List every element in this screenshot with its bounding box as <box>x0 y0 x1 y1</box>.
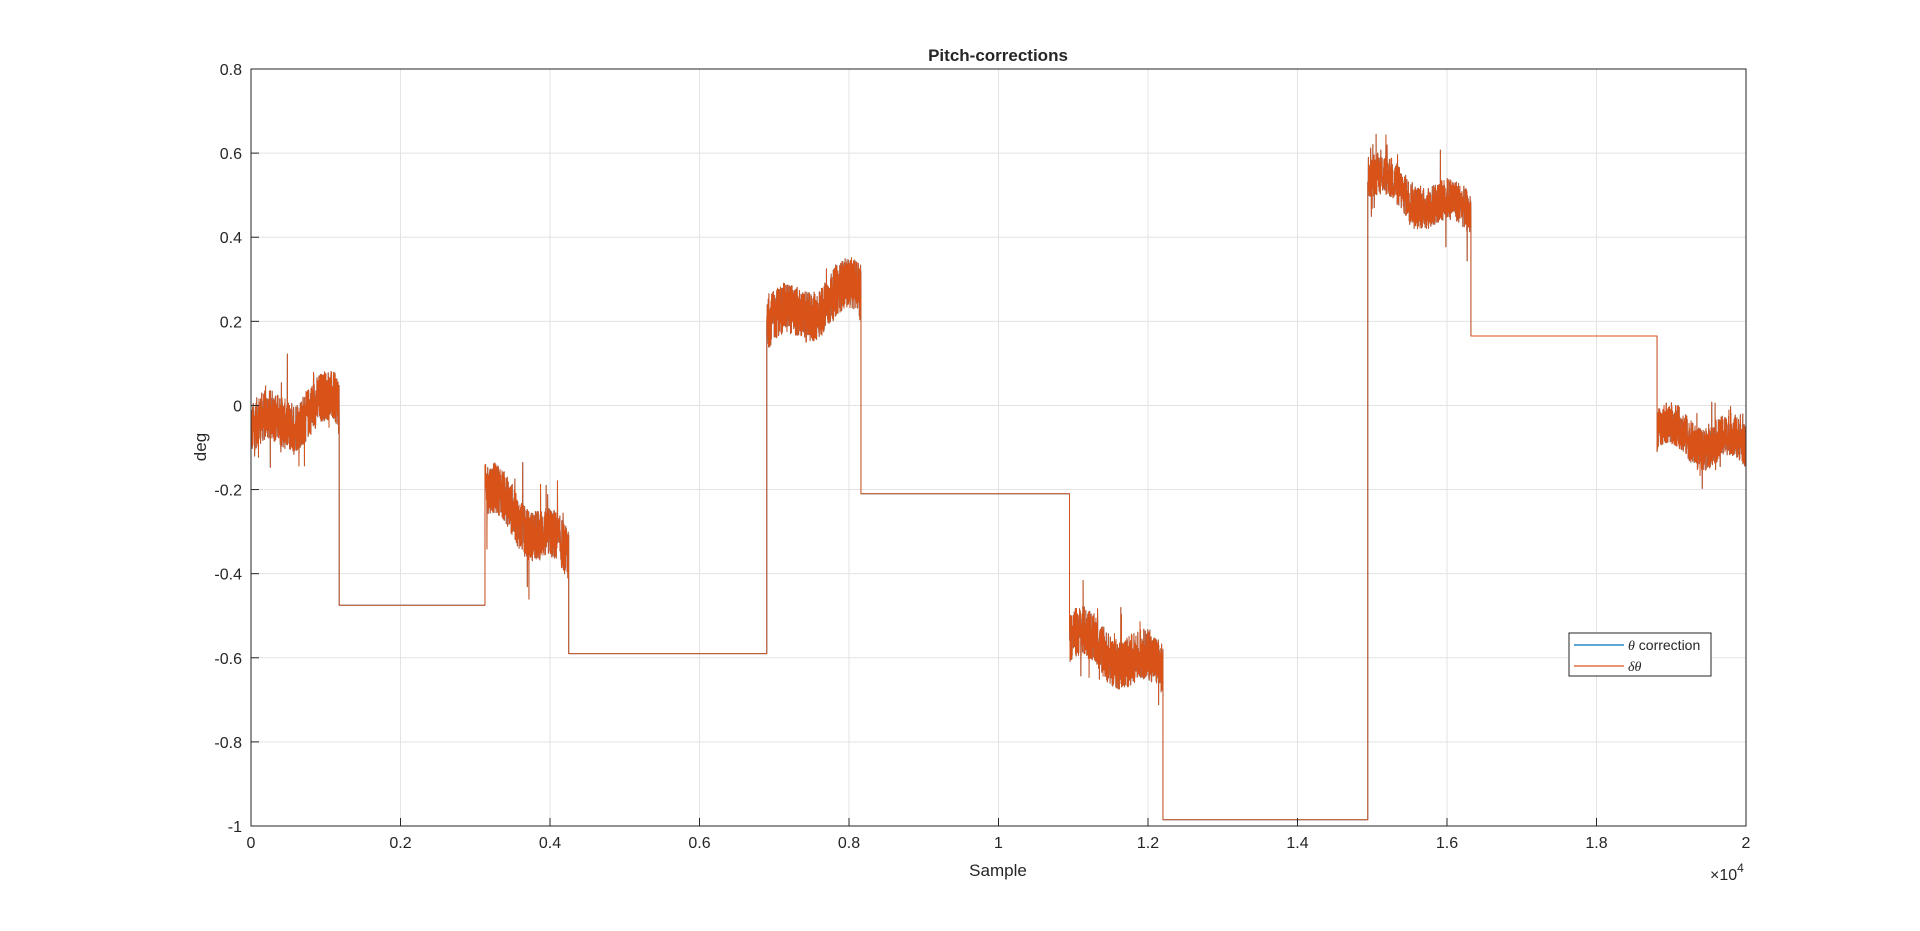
series-line-delta-theta <box>250 133 1747 821</box>
y-tick-label: 0.8 <box>220 62 242 79</box>
y-tick-label: 0.6 <box>220 146 242 163</box>
legend-label-theta-correction: θ correction <box>1628 637 1700 654</box>
x-tick-label: 1 <box>994 835 1003 852</box>
x-exponent-power: 4 <box>1737 861 1744 875</box>
legend-symbol-delta-theta: δθ <box>1628 660 1642 675</box>
x-tick-label: 0.6 <box>688 835 710 852</box>
chart-title: Pitch-corrections <box>928 46 1068 65</box>
legend-symbol-theta: θ <box>1628 639 1635 654</box>
y-tick-label: -0.4 <box>214 567 242 584</box>
x-exponent-base: ×10 <box>1710 867 1737 884</box>
x-tick-label: 0 <box>247 835 256 852</box>
y-tick-label: 0.2 <box>220 314 242 331</box>
y-axis-label: deg <box>191 433 210 461</box>
series-layer <box>250 133 1747 821</box>
x-axis-label: Sample <box>969 861 1027 880</box>
x-tick-label: 1.8 <box>1585 835 1607 852</box>
x-axis-exponent: ×104 <box>1710 861 1744 884</box>
legend: θ correction δθ <box>1568 632 1712 677</box>
x-tick-label: 2 <box>1742 835 1751 852</box>
y-tick-label: -0.6 <box>214 651 242 668</box>
x-tick-label: 0.2 <box>389 835 411 852</box>
y-tick-label: -0.2 <box>214 483 242 500</box>
y-tick-label: 0 <box>233 398 242 415</box>
y-tick-label: -1 <box>228 819 242 836</box>
legend-text-correction: correction <box>1635 637 1700 653</box>
x-tick-label: 1.4 <box>1286 835 1308 852</box>
ticks: 0 0.2 0.4 0.6 0.8 1 1.2 1.4 1.6 1.8 2 -1 -0.8 -0.6 -0.… <box>214 62 1750 852</box>
x-tick-label: 1.6 <box>1436 835 1458 852</box>
x-tick-label: 0.4 <box>539 835 561 852</box>
legend-label-delta-theta: δθ <box>1628 660 1642 675</box>
y-tick-label: 0.4 <box>220 230 242 247</box>
y-tick-label: -0.8 <box>214 735 242 752</box>
legend-box <box>1568 632 1712 677</box>
x-tick-label: 0.8 <box>838 835 860 852</box>
x-tick-label: 1.2 <box>1137 835 1159 852</box>
